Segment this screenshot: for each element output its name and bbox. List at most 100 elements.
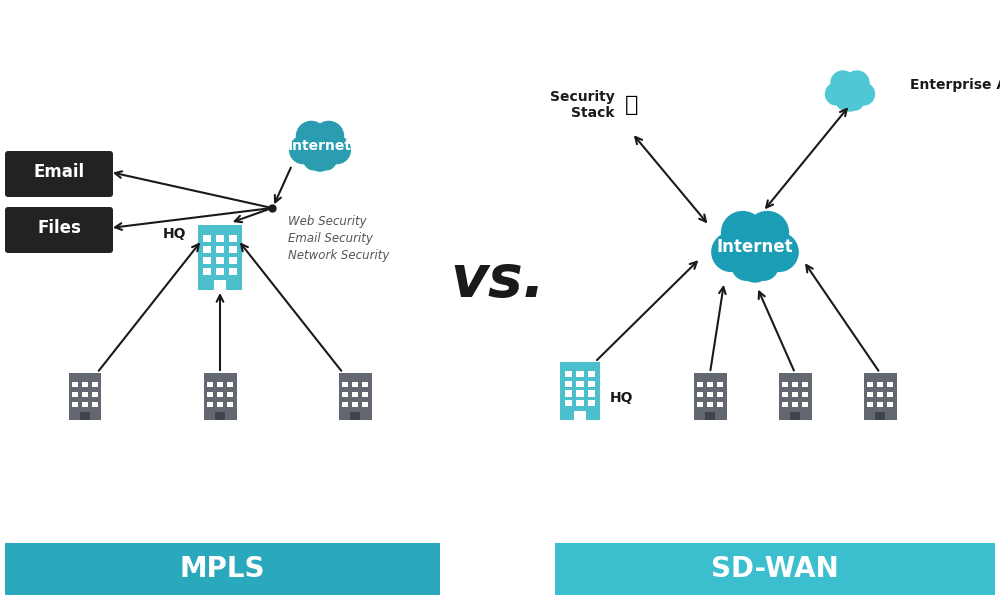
Text: Internet: Internet	[288, 139, 352, 153]
FancyBboxPatch shape	[694, 373, 726, 420]
Circle shape	[840, 92, 860, 111]
FancyBboxPatch shape	[80, 412, 90, 420]
FancyBboxPatch shape	[342, 402, 348, 407]
Circle shape	[712, 233, 751, 271]
FancyBboxPatch shape	[576, 390, 584, 397]
FancyBboxPatch shape	[207, 382, 213, 388]
FancyBboxPatch shape	[576, 380, 584, 387]
FancyBboxPatch shape	[229, 235, 237, 242]
Circle shape	[837, 94, 853, 110]
FancyBboxPatch shape	[216, 235, 224, 242]
Text: SD-WAN: SD-WAN	[711, 555, 839, 583]
FancyBboxPatch shape	[877, 382, 883, 388]
Circle shape	[722, 212, 764, 254]
FancyBboxPatch shape	[802, 402, 808, 407]
FancyBboxPatch shape	[338, 373, 372, 420]
Circle shape	[308, 148, 332, 171]
Circle shape	[847, 94, 863, 110]
FancyBboxPatch shape	[217, 402, 223, 407]
Text: Files: Files	[37, 219, 81, 237]
FancyBboxPatch shape	[782, 402, 788, 407]
FancyBboxPatch shape	[560, 362, 600, 420]
FancyBboxPatch shape	[227, 402, 233, 407]
FancyBboxPatch shape	[697, 382, 703, 388]
FancyBboxPatch shape	[778, 373, 812, 420]
FancyBboxPatch shape	[216, 246, 224, 253]
FancyBboxPatch shape	[782, 392, 788, 397]
FancyBboxPatch shape	[717, 392, 723, 397]
FancyBboxPatch shape	[82, 382, 88, 388]
Circle shape	[835, 75, 865, 105]
Circle shape	[729, 218, 781, 271]
FancyBboxPatch shape	[705, 412, 715, 420]
Circle shape	[746, 212, 788, 254]
FancyBboxPatch shape	[352, 402, 358, 407]
Text: HQ: HQ	[610, 391, 634, 405]
Circle shape	[323, 136, 350, 164]
FancyBboxPatch shape	[867, 402, 873, 407]
Circle shape	[826, 83, 848, 105]
FancyBboxPatch shape	[352, 382, 358, 388]
FancyBboxPatch shape	[229, 257, 237, 264]
FancyBboxPatch shape	[229, 268, 237, 275]
Circle shape	[750, 252, 778, 280]
FancyBboxPatch shape	[707, 392, 713, 397]
FancyBboxPatch shape	[802, 392, 808, 397]
FancyBboxPatch shape	[204, 373, 237, 420]
Circle shape	[738, 248, 772, 282]
Circle shape	[316, 150, 336, 170]
FancyBboxPatch shape	[214, 280, 226, 290]
FancyBboxPatch shape	[565, 371, 572, 377]
FancyBboxPatch shape	[792, 392, 798, 397]
Circle shape	[290, 136, 317, 164]
FancyBboxPatch shape	[588, 371, 595, 377]
Circle shape	[759, 233, 798, 271]
FancyBboxPatch shape	[877, 392, 883, 397]
FancyBboxPatch shape	[565, 380, 572, 387]
FancyBboxPatch shape	[342, 392, 348, 397]
Text: HQ: HQ	[162, 227, 186, 241]
Circle shape	[314, 121, 344, 151]
FancyBboxPatch shape	[82, 392, 88, 397]
FancyBboxPatch shape	[574, 411, 586, 420]
FancyBboxPatch shape	[875, 412, 885, 420]
FancyBboxPatch shape	[229, 246, 237, 253]
FancyBboxPatch shape	[717, 382, 723, 388]
FancyBboxPatch shape	[203, 257, 211, 264]
Text: Enterprise Apps: Enterprise Apps	[910, 78, 1000, 92]
FancyBboxPatch shape	[887, 392, 893, 397]
FancyBboxPatch shape	[5, 207, 113, 253]
FancyBboxPatch shape	[707, 382, 713, 388]
FancyBboxPatch shape	[68, 373, 102, 420]
FancyBboxPatch shape	[877, 402, 883, 407]
FancyBboxPatch shape	[867, 392, 873, 397]
FancyBboxPatch shape	[5, 151, 113, 197]
Text: Web Security
Email Security
Network Security: Web Security Email Security Network Secu…	[288, 215, 389, 262]
FancyBboxPatch shape	[216, 268, 224, 275]
FancyBboxPatch shape	[588, 400, 595, 406]
FancyBboxPatch shape	[217, 392, 223, 397]
Circle shape	[296, 121, 326, 151]
FancyBboxPatch shape	[207, 402, 213, 407]
Text: Email: Email	[33, 163, 85, 181]
Circle shape	[301, 127, 339, 164]
FancyBboxPatch shape	[5, 543, 440, 595]
FancyBboxPatch shape	[887, 402, 893, 407]
FancyBboxPatch shape	[867, 382, 873, 388]
Circle shape	[304, 150, 324, 170]
FancyBboxPatch shape	[576, 400, 584, 406]
FancyBboxPatch shape	[588, 390, 595, 397]
FancyBboxPatch shape	[864, 373, 897, 420]
FancyBboxPatch shape	[565, 390, 572, 397]
FancyBboxPatch shape	[72, 382, 78, 388]
FancyBboxPatch shape	[565, 400, 572, 406]
FancyBboxPatch shape	[203, 235, 211, 242]
FancyBboxPatch shape	[887, 382, 893, 388]
FancyBboxPatch shape	[72, 392, 78, 397]
FancyBboxPatch shape	[588, 380, 595, 387]
FancyBboxPatch shape	[790, 412, 800, 420]
FancyBboxPatch shape	[352, 392, 358, 397]
FancyBboxPatch shape	[782, 382, 788, 388]
FancyBboxPatch shape	[576, 371, 584, 377]
FancyBboxPatch shape	[72, 402, 78, 407]
